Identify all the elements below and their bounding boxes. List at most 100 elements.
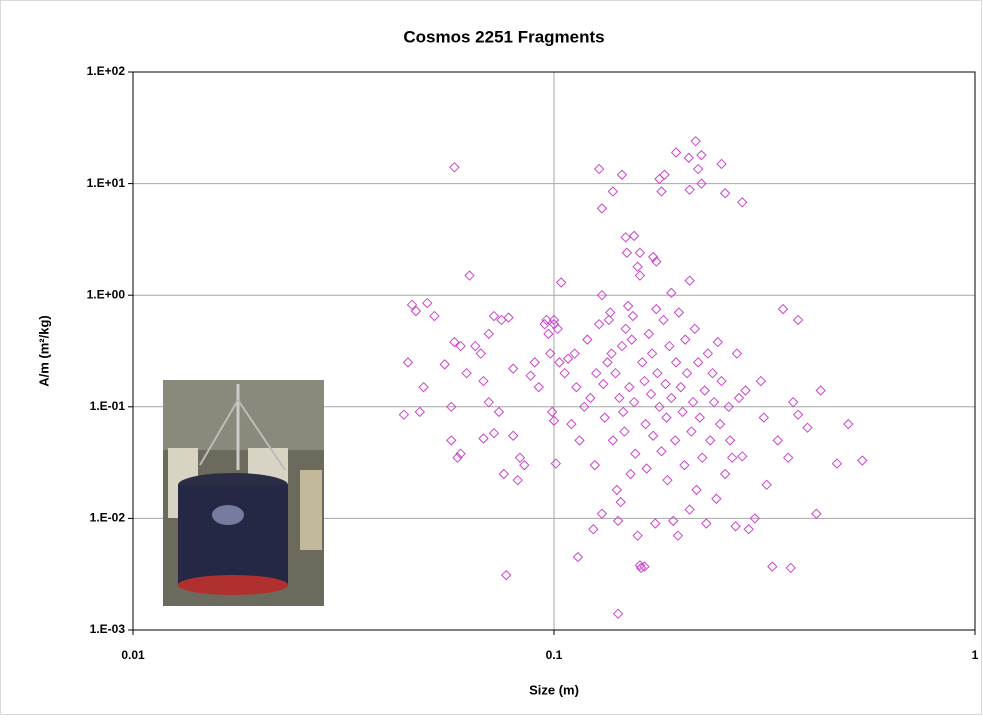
- data-point: [398, 409, 410, 420]
- data-point: [692, 357, 704, 368]
- data-point: [483, 328, 494, 340]
- data-point: [708, 396, 720, 408]
- data-point: [658, 314, 669, 326]
- data-point: [622, 300, 634, 312]
- data-point: [684, 504, 695, 515]
- data-point: [529, 357, 540, 368]
- data-point: [572, 551, 584, 563]
- data-point: [559, 367, 570, 379]
- photo-highlight: [212, 505, 244, 525]
- data-point: [705, 435, 716, 446]
- data-point: [646, 348, 658, 359]
- data-point: [669, 435, 681, 446]
- data-point: [596, 203, 608, 214]
- photo-antenna: [237, 399, 286, 471]
- data-point: [627, 310, 639, 322]
- data-point: [614, 392, 625, 404]
- data-point: [640, 418, 651, 430]
- data-point: [632, 530, 643, 541]
- data-point: [712, 336, 724, 348]
- x-tick-label: 0.1: [546, 648, 563, 662]
- data-point: [596, 508, 608, 519]
- data-point: [702, 348, 714, 359]
- data-point: [634, 247, 646, 258]
- data-point: [697, 452, 708, 463]
- data-point: [672, 530, 684, 541]
- data-point: [666, 392, 677, 404]
- data-point: [507, 430, 519, 441]
- data-point: [455, 448, 466, 459]
- data-point: [625, 468, 636, 480]
- data-point: [651, 303, 662, 315]
- x-axis-label: Size (m): [529, 682, 579, 697]
- data-point: [723, 401, 734, 413]
- data-point: [652, 367, 663, 379]
- data-point: [464, 270, 475, 281]
- x-tick-label: 1: [972, 648, 979, 662]
- data-point: [588, 524, 599, 535]
- data-point: [446, 435, 457, 446]
- data-point: [662, 474, 673, 486]
- data-point: [650, 518, 661, 529]
- data-point: [647, 430, 659, 441]
- data-point: [659, 169, 670, 180]
- data-point: [857, 455, 868, 466]
- data-point: [677, 406, 688, 418]
- data-point: [639, 375, 650, 387]
- data-point: [607, 435, 619, 446]
- data-point: [684, 184, 695, 196]
- data-point: [617, 406, 629, 418]
- data-point: [449, 336, 460, 348]
- data-point: [612, 608, 624, 619]
- data-point: [616, 340, 628, 352]
- data-point: [777, 303, 789, 315]
- data-point: [478, 433, 489, 444]
- data-point: [550, 458, 562, 469]
- data-point: [626, 334, 637, 345]
- data-point: [439, 359, 450, 370]
- data-point: [726, 452, 738, 463]
- data-point: [670, 147, 682, 158]
- data-point: [418, 381, 429, 393]
- data-point: [743, 524, 754, 535]
- data-point: [635, 562, 647, 574]
- data-point: [719, 188, 731, 199]
- data-point: [758, 412, 769, 423]
- chart-title: Cosmos 2251 Fragments: [403, 27, 604, 46]
- data-point: [548, 415, 560, 426]
- data-point: [545, 348, 556, 359]
- data-point: [475, 348, 486, 359]
- data-point: [731, 348, 743, 359]
- data-point: [503, 312, 514, 323]
- photo-body: [178, 485, 288, 585]
- data-point: [598, 378, 609, 390]
- data-point: [589, 459, 601, 471]
- data-point: [402, 357, 414, 368]
- data-point: [607, 186, 619, 197]
- y-axis-label: A/m (m²/kg): [36, 315, 51, 387]
- data-point: [689, 323, 701, 335]
- data-point: [666, 287, 677, 299]
- data-point: [429, 310, 440, 322]
- data-point: [772, 435, 783, 446]
- data-point: [687, 396, 699, 408]
- data-point: [714, 418, 726, 430]
- data-point: [651, 256, 662, 267]
- data-point: [767, 561, 778, 572]
- y-tick-label: 1.E+02: [87, 64, 126, 78]
- data-point: [654, 173, 665, 185]
- data-point: [582, 334, 593, 345]
- data-point: [719, 468, 731, 480]
- data-point: [724, 435, 736, 446]
- photo-wall: [163, 380, 324, 450]
- data-point: [562, 353, 574, 364]
- data-point: [681, 367, 693, 379]
- data-point: [483, 396, 494, 408]
- data-point: [696, 178, 707, 189]
- data-point: [630, 448, 641, 459]
- data-point: [620, 232, 631, 243]
- data-point: [554, 357, 565, 368]
- data-point: [514, 452, 526, 463]
